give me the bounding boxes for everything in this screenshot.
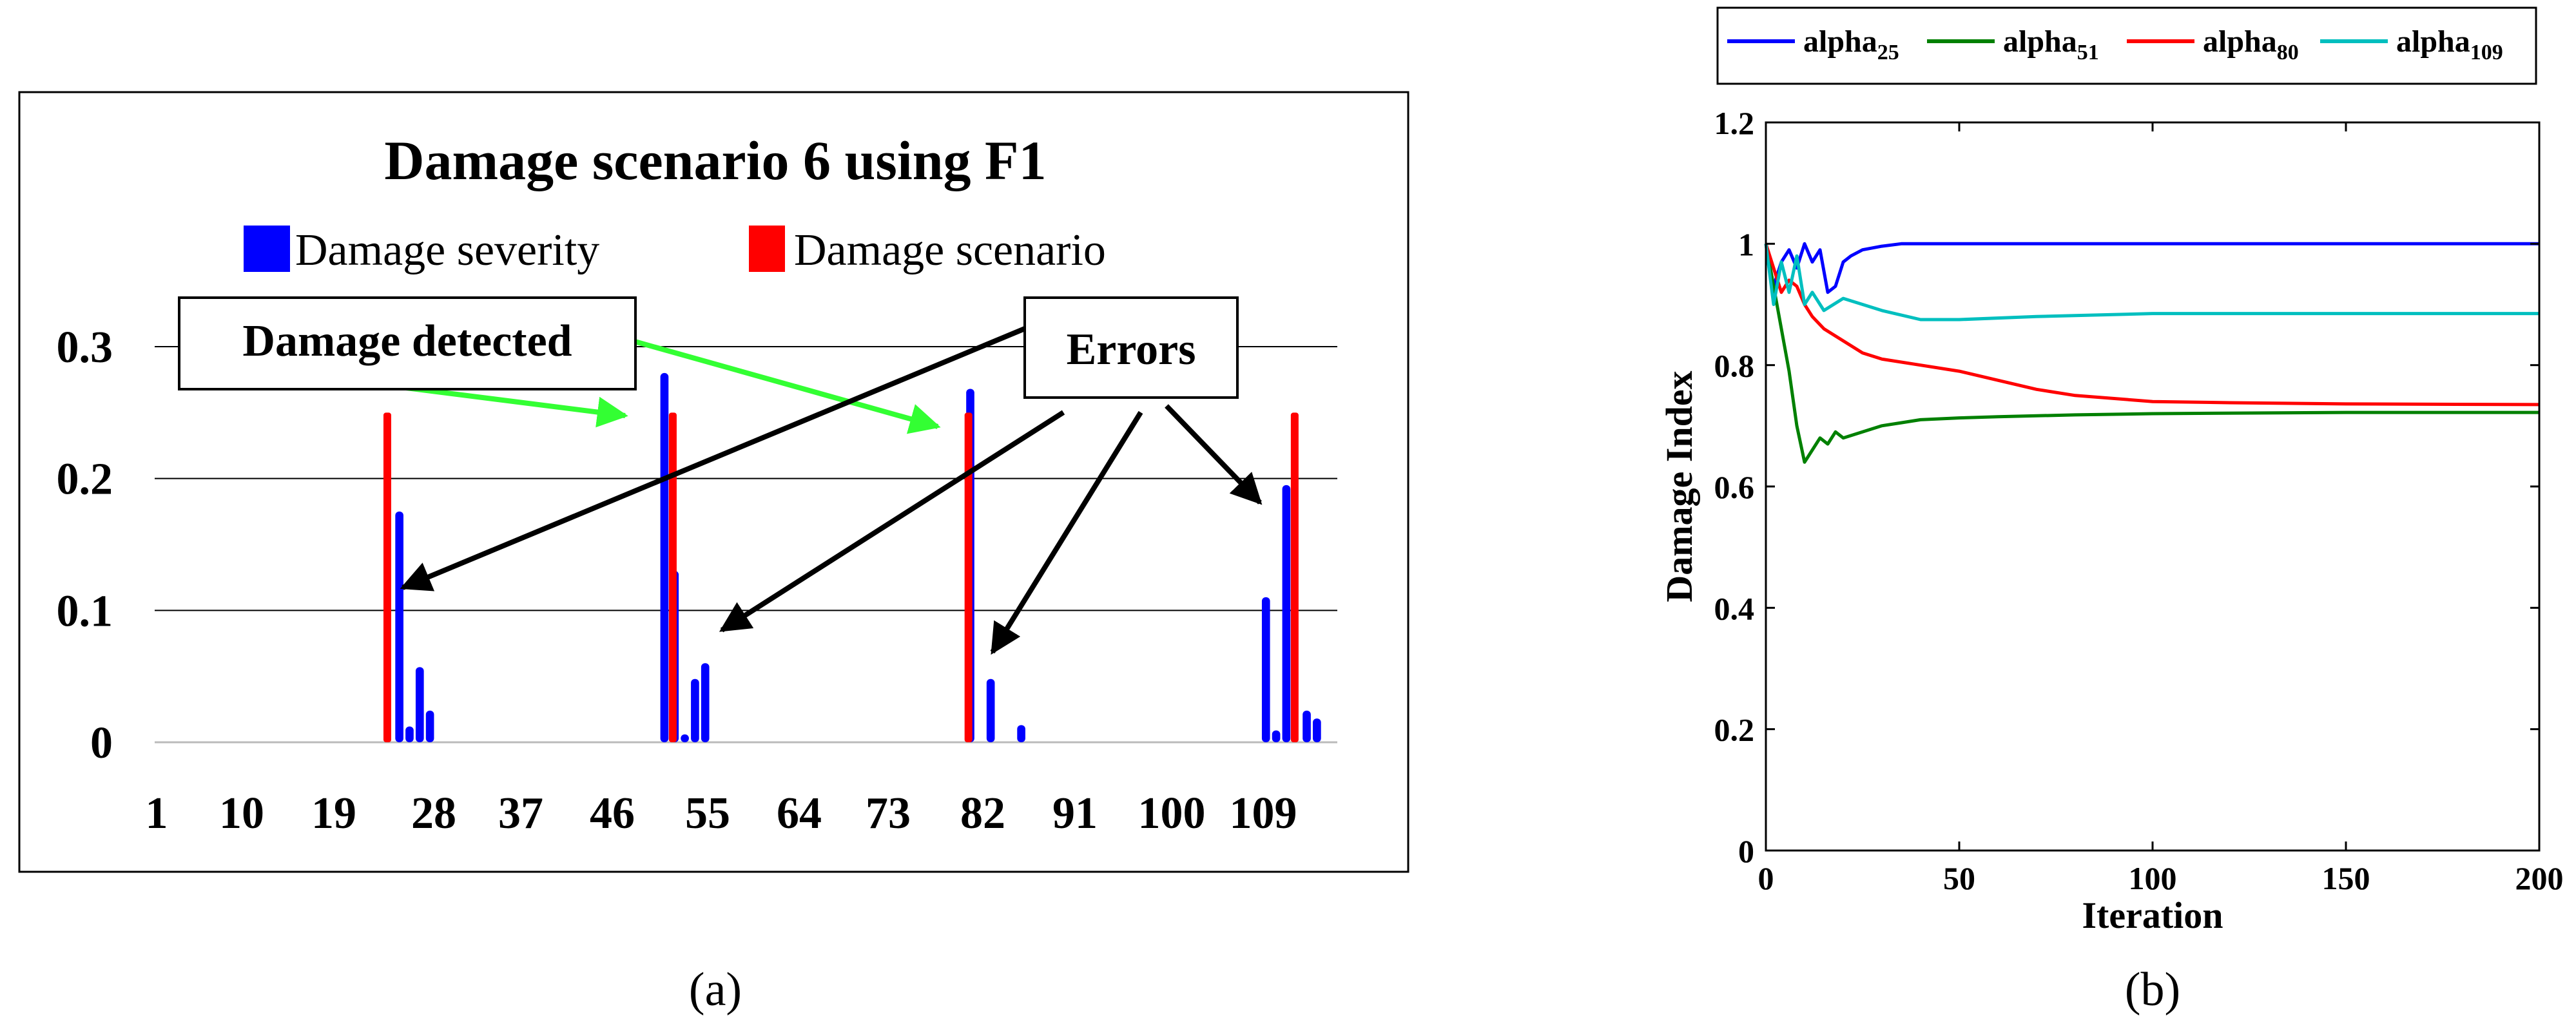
chart-b-x-ticks: 0 50 100 150 200 — [1758, 122, 2564, 896]
chart-a-frame — [18, 91, 1409, 873]
panel-b-line-chart: 0 0.2 0.4 0.6 0.8 1 1.2 0 50 100 150 200 Iteration… — [1658, 6, 2564, 936]
svg-text:Errors: Errors — [1067, 325, 1196, 374]
series-line-alpha51 — [1764, 243, 2539, 464]
x-tick-label: 10 — [219, 789, 264, 838]
y-tick-label: 1.2 — [1714, 105, 1755, 141]
bar-severity-111 — [1272, 730, 1281, 742]
bar-severity-114 — [1303, 710, 1311, 742]
bar-severity-110 — [1261, 597, 1270, 742]
chart-b-axes-box — [1765, 121, 2541, 852]
bar-scenario-24 — [383, 412, 391, 742]
legend-swatch-severity — [244, 226, 290, 272]
chart-a-y-tick-labels: 0 0.1 0.2 0.3 — [57, 323, 113, 768]
y-tick-label: 0.3 — [57, 323, 113, 372]
chart-b-legend: alpha25 alpha51 alpha80 alpha109 — [1716, 6, 2537, 85]
chart-b-y-ticks: 0 0.2 0.4 0.6 0.8 1 1.2 — [1714, 105, 2539, 869]
bar-severity-83 — [986, 678, 995, 742]
x-tick-label: 100 — [1138, 789, 1206, 838]
arrow-error-4 — [1165, 404, 1263, 505]
arrow-error-1 — [400, 326, 1026, 591]
chart-a-bars — [383, 372, 1321, 742]
legend-label-scenario: Damage scenario — [794, 226, 1106, 275]
bar-scenario-52 — [668, 412, 677, 742]
bar-scenario-81 — [964, 412, 973, 742]
chart-a-legend: Damage severity Damage scenario — [244, 226, 1106, 275]
x-tick-label: 19 — [311, 789, 356, 838]
bar-severity-27 — [415, 667, 424, 742]
y-tick-label: 0 — [1738, 833, 1754, 869]
legend-label-alpha109: alpha109 — [2396, 24, 2503, 64]
chart-b-legend-box — [1716, 6, 2537, 85]
bar-severity-54 — [691, 678, 699, 742]
chart-b-legend-items: alpha25 alpha51 alpha80 alpha109 — [1727, 24, 2503, 64]
series-line-alpha109 — [1764, 243, 2539, 322]
chart-b-y-axis-label: Damage Index — [1658, 370, 1700, 602]
bar-severity-53 — [681, 734, 689, 742]
x-tick-label: 0 — [1758, 860, 1774, 896]
x-tick-label: 109 — [1230, 789, 1297, 838]
bar-severity-115 — [1313, 718, 1321, 742]
bar-severity-86 — [1017, 725, 1025, 742]
panel-a-bar-chart: 0 0.1 0.2 0.3 1 10 19 28 37 46 55 64 73 82 91 100 109 D… — [18, 91, 1409, 873]
legend-label-alpha25: alpha25 — [1803, 24, 1899, 64]
arrow-error-3 — [990, 410, 1143, 655]
bar-severity-55 — [701, 663, 710, 742]
x-tick-label: 37 — [498, 789, 543, 838]
legend-label-alpha51: alpha51 — [2003, 24, 2099, 64]
arrow-detected-1 — [405, 385, 628, 428]
arrow-detected-2 — [634, 339, 941, 434]
panel-b-label: (b) — [2125, 963, 2180, 1016]
x-tick-label: 64 — [777, 789, 822, 838]
annotation-damage-detected: Damage detected — [178, 296, 637, 390]
panel-a-label: (a) — [689, 963, 742, 1016]
x-tick-label: 50 — [1943, 860, 1975, 896]
svg-text:Damage detected: Damage detected — [242, 316, 572, 366]
bar-severity-51 — [660, 372, 669, 742]
x-tick-label: 150 — [2322, 860, 2370, 896]
y-tick-label: 1 — [1738, 226, 1754, 262]
x-tick-label: 100 — [2129, 860, 2177, 896]
x-tick-label: 82 — [960, 789, 1005, 838]
series-line-alpha80 — [1764, 243, 2540, 407]
x-tick-label: 46 — [590, 789, 635, 838]
legend-label-severity: Damage severity — [295, 226, 599, 275]
chart-b-plot — [1764, 242, 2540, 464]
bar-severity-25 — [395, 511, 403, 742]
chart-a-x-tick-labels: 1 10 19 28 37 46 55 64 73 82 91 100 109 — [146, 789, 1297, 838]
bar-severity-28 — [425, 710, 434, 742]
x-tick-label: 73 — [866, 789, 911, 838]
legend-label-alpha80: alpha80 — [2203, 24, 2299, 64]
chart-b-x-axis-label: Iteration — [2082, 894, 2223, 936]
y-tick-label: 0.6 — [1714, 469, 1755, 505]
chart-a-title: Damage scenario 6 using F1 — [384, 130, 1046, 191]
series-line-alpha25 — [1764, 242, 2539, 294]
legend-swatch-scenario — [749, 226, 785, 272]
x-tick-label: 200 — [2515, 860, 2564, 896]
x-tick-label: 55 — [685, 789, 730, 838]
y-tick-label: 0.4 — [1714, 590, 1755, 626]
y-tick-label: 0.8 — [1714, 348, 1755, 384]
y-tick-label: 0 — [90, 718, 113, 768]
y-tick-label: 0.2 — [57, 455, 113, 505]
y-tick-label: 0.2 — [1714, 712, 1755, 748]
annotation-errors: Errors — [1023, 296, 1239, 399]
bar-severity-26 — [405, 726, 414, 742]
x-tick-label: 91 — [1052, 789, 1098, 838]
x-tick-label: 1 — [146, 789, 168, 838]
bar-scenario-113 — [1290, 412, 1299, 742]
x-tick-label: 28 — [411, 789, 456, 838]
bar-severity-112 — [1282, 485, 1291, 742]
y-tick-label: 0.1 — [57, 586, 113, 636]
arrow-error-2 — [719, 410, 1065, 633]
chart-a-annotation-arrows — [400, 326, 1263, 655]
